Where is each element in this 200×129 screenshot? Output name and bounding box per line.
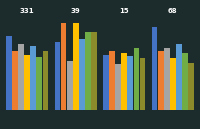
Bar — [24, 55, 30, 110]
Bar — [6, 36, 12, 110]
Bar — [176, 44, 182, 110]
Bar — [103, 55, 109, 110]
Bar — [30, 46, 36, 110]
Bar — [182, 53, 188, 110]
Bar — [12, 51, 18, 110]
Bar — [164, 49, 170, 110]
Bar — [109, 51, 115, 110]
Bar — [134, 49, 139, 110]
Bar — [188, 63, 194, 110]
Bar — [79, 39, 85, 110]
Bar — [43, 51, 48, 110]
Bar — [152, 27, 157, 110]
Bar — [73, 23, 79, 110]
Bar — [55, 42, 60, 110]
Bar — [158, 51, 164, 110]
Bar — [127, 56, 133, 110]
Bar — [91, 32, 97, 110]
Bar — [61, 23, 66, 110]
Bar — [140, 58, 145, 110]
Bar — [36, 57, 42, 110]
Bar — [67, 61, 73, 110]
Bar — [115, 64, 121, 110]
Bar — [85, 32, 91, 110]
Bar — [18, 44, 24, 110]
Bar — [121, 53, 127, 110]
Bar — [170, 58, 176, 110]
